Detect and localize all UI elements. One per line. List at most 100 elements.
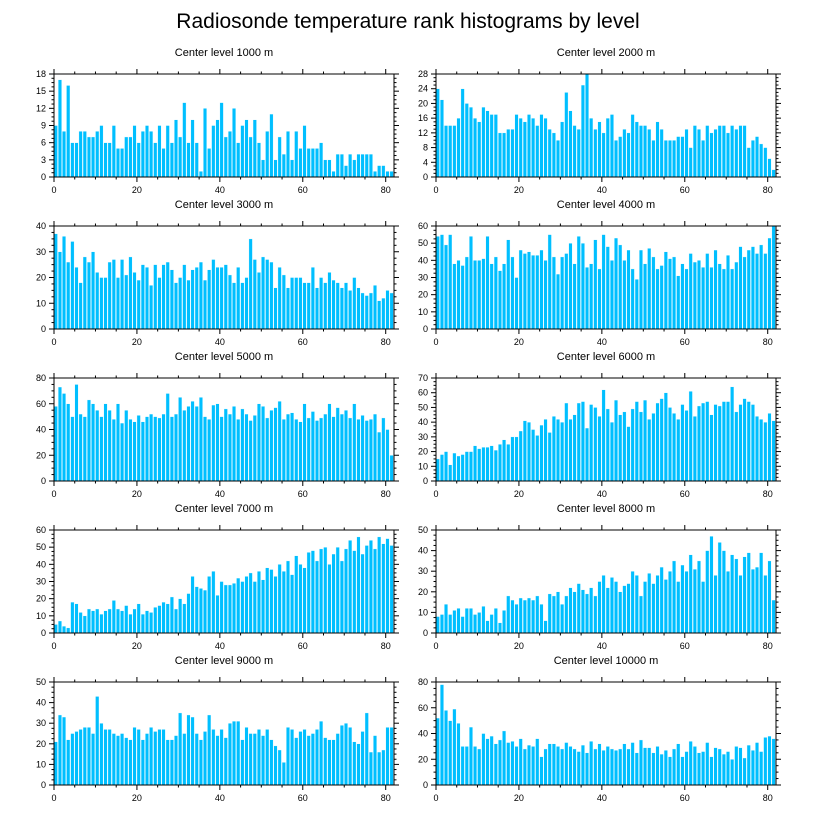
- histogram-bar: [319, 417, 324, 482]
- histogram-bar: [115, 277, 120, 330]
- histogram-bar: [70, 733, 75, 786]
- histogram-bar: [672, 256, 677, 330]
- histogram-bar: [82, 416, 87, 482]
- histogram-bar: [572, 591, 577, 634]
- histogram-bar: [111, 733, 116, 786]
- histogram-bar: [153, 142, 158, 178]
- histogram-bar: [86, 399, 91, 482]
- histogram-bar: [663, 579, 668, 634]
- histogram-bar: [638, 411, 643, 482]
- histogram-bar: [207, 148, 212, 178]
- histogram-bar: [618, 591, 623, 634]
- histogram-bar: [759, 143, 764, 178]
- y-tick-label: 60: [418, 703, 428, 713]
- panels-container: Center level 1000 m0 20 40 60 800369121518Ce…: [36, 47, 781, 803]
- histogram-bar: [219, 581, 224, 634]
- histogram-bar: [128, 739, 133, 786]
- histogram-bar: [265, 417, 270, 482]
- x-tick-label: 0: [51, 337, 56, 347]
- histogram-bar: [190, 576, 195, 634]
- histogram-bar: [348, 153, 353, 178]
- histogram-bar: [381, 749, 386, 786]
- histogram-bar: [543, 620, 548, 634]
- histogram-bar: [178, 598, 183, 634]
- histogram-bar: [647, 248, 652, 330]
- histogram-bar: [439, 99, 444, 178]
- y-tick-label: 0: [41, 476, 46, 486]
- histogram-bar: [697, 260, 701, 330]
- histogram-bar: [498, 622, 502, 634]
- histogram-bar: [439, 684, 444, 786]
- chart-panel: Center level 4000 m 0 20 40 60 80 0 10 20 30 40 50 6…: [418, 199, 781, 347]
- histogram-bar: [273, 745, 278, 786]
- histogram-bar: [539, 114, 544, 178]
- histogram-bar: [626, 748, 631, 786]
- histogram-bar: [468, 608, 473, 634]
- histogram-bar: [91, 251, 96, 330]
- histogram-bar: [232, 108, 237, 178]
- histogram-bar: [692, 261, 697, 330]
- histogram-bar: [327, 739, 332, 786]
- histogram-bar: [124, 737, 129, 786]
- histogram-bar: [688, 554, 693, 634]
- y-tick-label: 10: [418, 307, 428, 317]
- histogram-bar: [547, 432, 552, 482]
- histogram-bar: [609, 577, 614, 634]
- histogram-bar: [697, 405, 701, 482]
- histogram-bar: [692, 746, 697, 786]
- y-tick-label: 0: [423, 780, 428, 790]
- y-tick-label: 20: [36, 594, 46, 604]
- histogram-bar: [755, 416, 760, 482]
- histogram-bar: [647, 419, 652, 482]
- histogram-bar: [651, 140, 656, 178]
- histogram-bar: [444, 244, 449, 330]
- histogram-bar: [335, 407, 340, 482]
- histogram-bar: [510, 256, 515, 330]
- histogram-bar: [261, 406, 266, 482]
- histogram-bar: [256, 571, 261, 634]
- histogram-bar: [473, 614, 478, 634]
- histogram-bar: [211, 571, 216, 634]
- y-tick-label: 10: [36, 611, 46, 621]
- y-tick-label: 0: [423, 476, 428, 486]
- histogram-bar: [136, 279, 141, 330]
- histogram-bar: [518, 430, 523, 482]
- y-tick-label: 80: [418, 677, 428, 687]
- histogram-bar: [498, 270, 502, 330]
- histogram-bar: [335, 733, 340, 786]
- x-tick-label: 0: [433, 185, 438, 195]
- histogram-bar: [219, 416, 224, 482]
- histogram-bar: [356, 153, 361, 178]
- histogram-bar: [452, 125, 457, 178]
- histogram-bar: [315, 729, 319, 786]
- histogram-bar: [66, 739, 71, 786]
- histogram-bar: [149, 727, 154, 786]
- histogram-bar: [514, 436, 519, 482]
- histogram-bar: [132, 421, 137, 482]
- histogram-bar: [634, 121, 639, 178]
- histogram-bar: [344, 282, 348, 330]
- histogram-bar: [659, 398, 664, 482]
- histogram-bar: [630, 571, 635, 634]
- histogram-bar: [339, 287, 344, 330]
- histogram-bar: [572, 125, 577, 178]
- histogram-bar: [655, 402, 660, 482]
- histogram-bar: [755, 136, 760, 178]
- histogram-bar: [746, 249, 751, 330]
- x-tick-label: 20: [132, 185, 142, 195]
- histogram-bar: [585, 73, 590, 178]
- histogram-bar: [444, 451, 449, 482]
- histogram-bar: [684, 128, 689, 178]
- histogram-bar: [227, 584, 232, 634]
- histogram-bar: [630, 114, 635, 178]
- histogram-bar: [738, 246, 743, 330]
- y-tick-label: 20: [418, 447, 428, 457]
- histogram-bar: [734, 411, 739, 482]
- histogram-bar: [385, 171, 390, 178]
- histogram-bar: [62, 131, 67, 178]
- histogram-bar: [165, 125, 170, 178]
- histogram-bar: [655, 575, 660, 634]
- histogram-bar: [435, 616, 440, 634]
- histogram-bar: [385, 290, 390, 330]
- histogram-bar: [456, 608, 461, 634]
